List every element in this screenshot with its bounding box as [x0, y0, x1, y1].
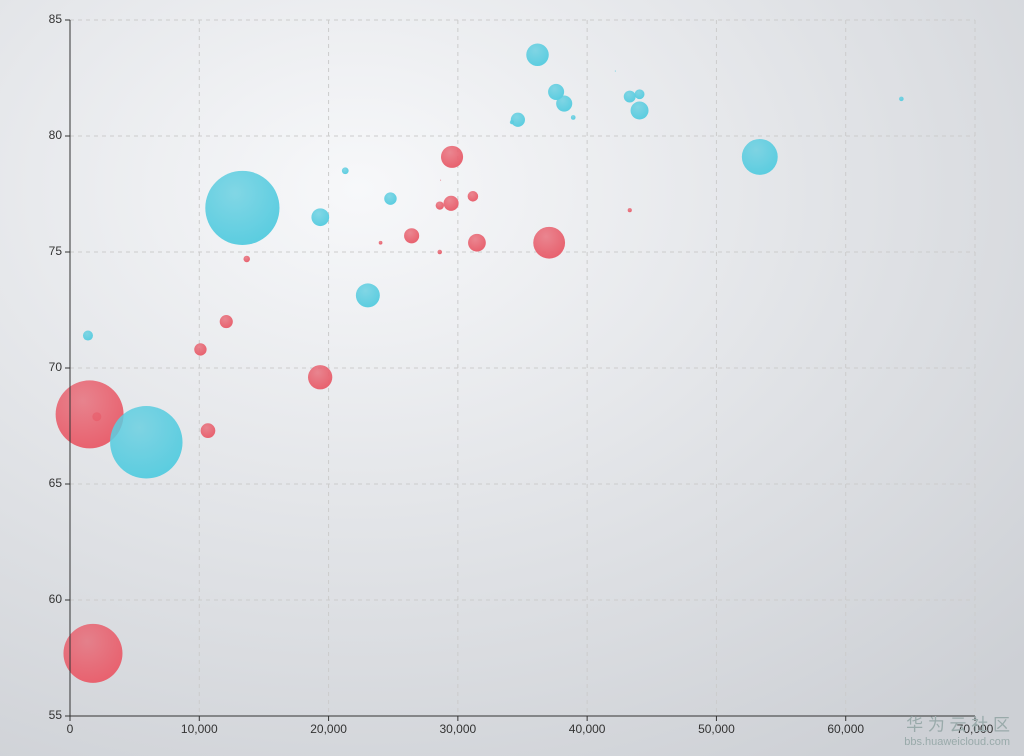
x-tick-label: 10,000 [181, 722, 218, 736]
bubble [341, 167, 349, 175]
x-tick-label: 20,000 [310, 722, 347, 736]
bubble [899, 96, 904, 102]
bubble [63, 623, 123, 683]
bubble [437, 249, 442, 255]
bubble [443, 195, 459, 211]
bubble [200, 423, 216, 438]
x-tick-label: 30,000 [440, 722, 477, 736]
bubble [355, 283, 380, 308]
bubble [509, 119, 515, 125]
bubble [467, 191, 479, 202]
watermark-url: bbs.huaweicloud.com [904, 736, 1010, 748]
bubble [634, 89, 645, 100]
x-tick-label: 70,000 [957, 722, 994, 736]
bubble [623, 90, 636, 103]
watermark-title: 华 为 云 社 区 [906, 715, 1010, 734]
y-tick-label: 65 [49, 476, 63, 490]
bubble [435, 201, 444, 210]
bubble [82, 330, 93, 341]
bubble [627, 208, 632, 213]
x-tick-label: 40,000 [569, 722, 606, 736]
bubble [243, 255, 250, 263]
bubble [55, 380, 124, 449]
bubble [110, 406, 183, 479]
x-tick-label: 50,000 [698, 722, 735, 736]
bubble [533, 226, 566, 259]
bubble [92, 412, 102, 422]
bubble [570, 115, 576, 120]
y-tick-label: 60 [49, 592, 63, 606]
y-tick-label: 80 [49, 128, 63, 142]
bubble [556, 95, 573, 112]
y-tick-label: 85 [49, 12, 63, 26]
bubble [311, 208, 330, 227]
bubble [548, 83, 565, 100]
bubble [219, 315, 233, 329]
bubble [378, 240, 383, 245]
bubble [440, 179, 442, 181]
y-tick-label: 75 [49, 244, 63, 258]
bubble [384, 192, 397, 205]
bubble [404, 228, 420, 244]
bubble [440, 145, 464, 168]
y-tick-label: 70 [49, 360, 63, 374]
bubble [308, 365, 333, 390]
bubble [468, 233, 486, 252]
bubble [194, 343, 207, 356]
bubble [510, 112, 525, 127]
y-tick-label: 55 [49, 708, 63, 722]
x-tick-label: 0 [67, 722, 74, 736]
bubble [614, 70, 616, 72]
bubble [205, 170, 280, 246]
bubble [741, 138, 778, 175]
bubble [630, 101, 649, 120]
x-tick-label: 60,000 [827, 722, 864, 736]
bubble [526, 43, 549, 67]
